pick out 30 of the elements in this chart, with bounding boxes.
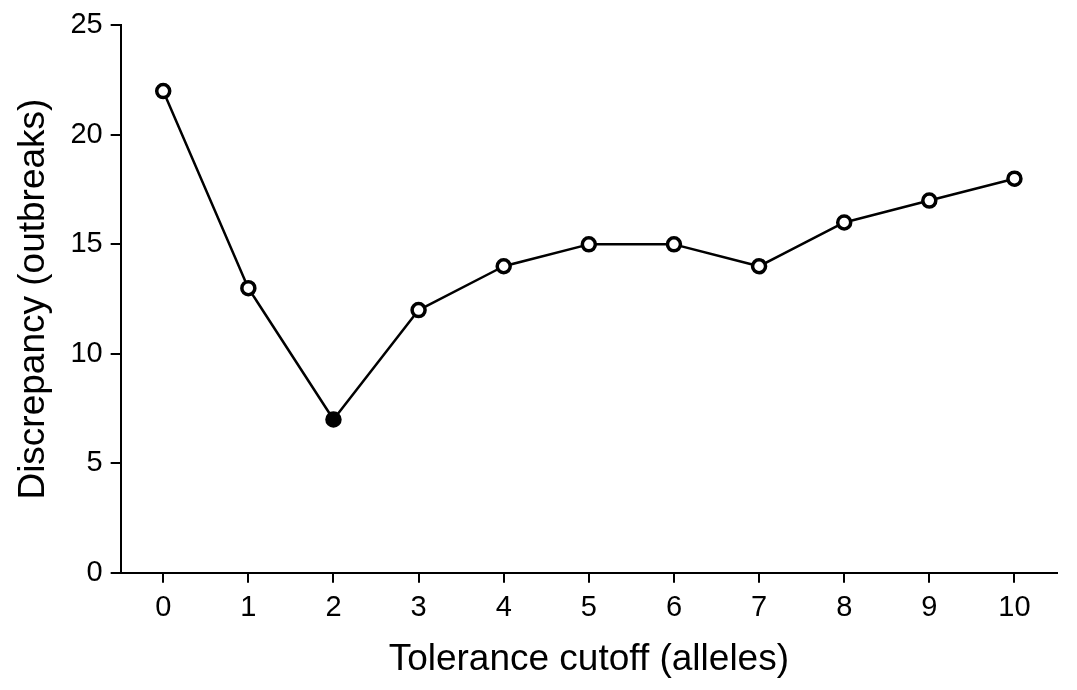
point [665, 236, 683, 253]
y-tick-label: 15 [70, 226, 103, 259]
y-tick-label: 20 [70, 116, 103, 149]
point [154, 82, 172, 100]
x-tick-label: 8 [836, 590, 853, 623]
point [580, 236, 598, 253]
y-tick-label: 5 [86, 445, 103, 478]
x-tick-label: 1 [240, 590, 257, 623]
x-tick-label: 6 [665, 590, 683, 623]
point [835, 214, 853, 231]
x-tick-label: 7 [751, 590, 768, 623]
x-tick-label: 9 [921, 590, 938, 623]
x-tick-label: 0 [155, 590, 172, 623]
x-tick-label: 4 [495, 590, 512, 623]
x-tick-label: 10 [998, 590, 1031, 623]
point [495, 258, 512, 275]
point [921, 192, 938, 209]
x-tick-label: 2 [325, 590, 342, 623]
x-tick-label: 3 [410, 590, 427, 623]
point [750, 258, 768, 275]
point [410, 301, 427, 319]
point [325, 411, 342, 428]
y-tick-label: 0 [86, 554, 103, 587]
y-tick-label: 10 [70, 335, 103, 368]
y-axis-title: Discrepancy (outbreaks) [11, 98, 53, 500]
x-axis-title: Tolerance cutoff (alleles) [388, 637, 790, 678]
x-tick-label: 5 [580, 590, 597, 623]
y-tick-label: 25 [70, 7, 103, 40]
point [240, 279, 257, 297]
point [1006, 170, 1023, 187]
